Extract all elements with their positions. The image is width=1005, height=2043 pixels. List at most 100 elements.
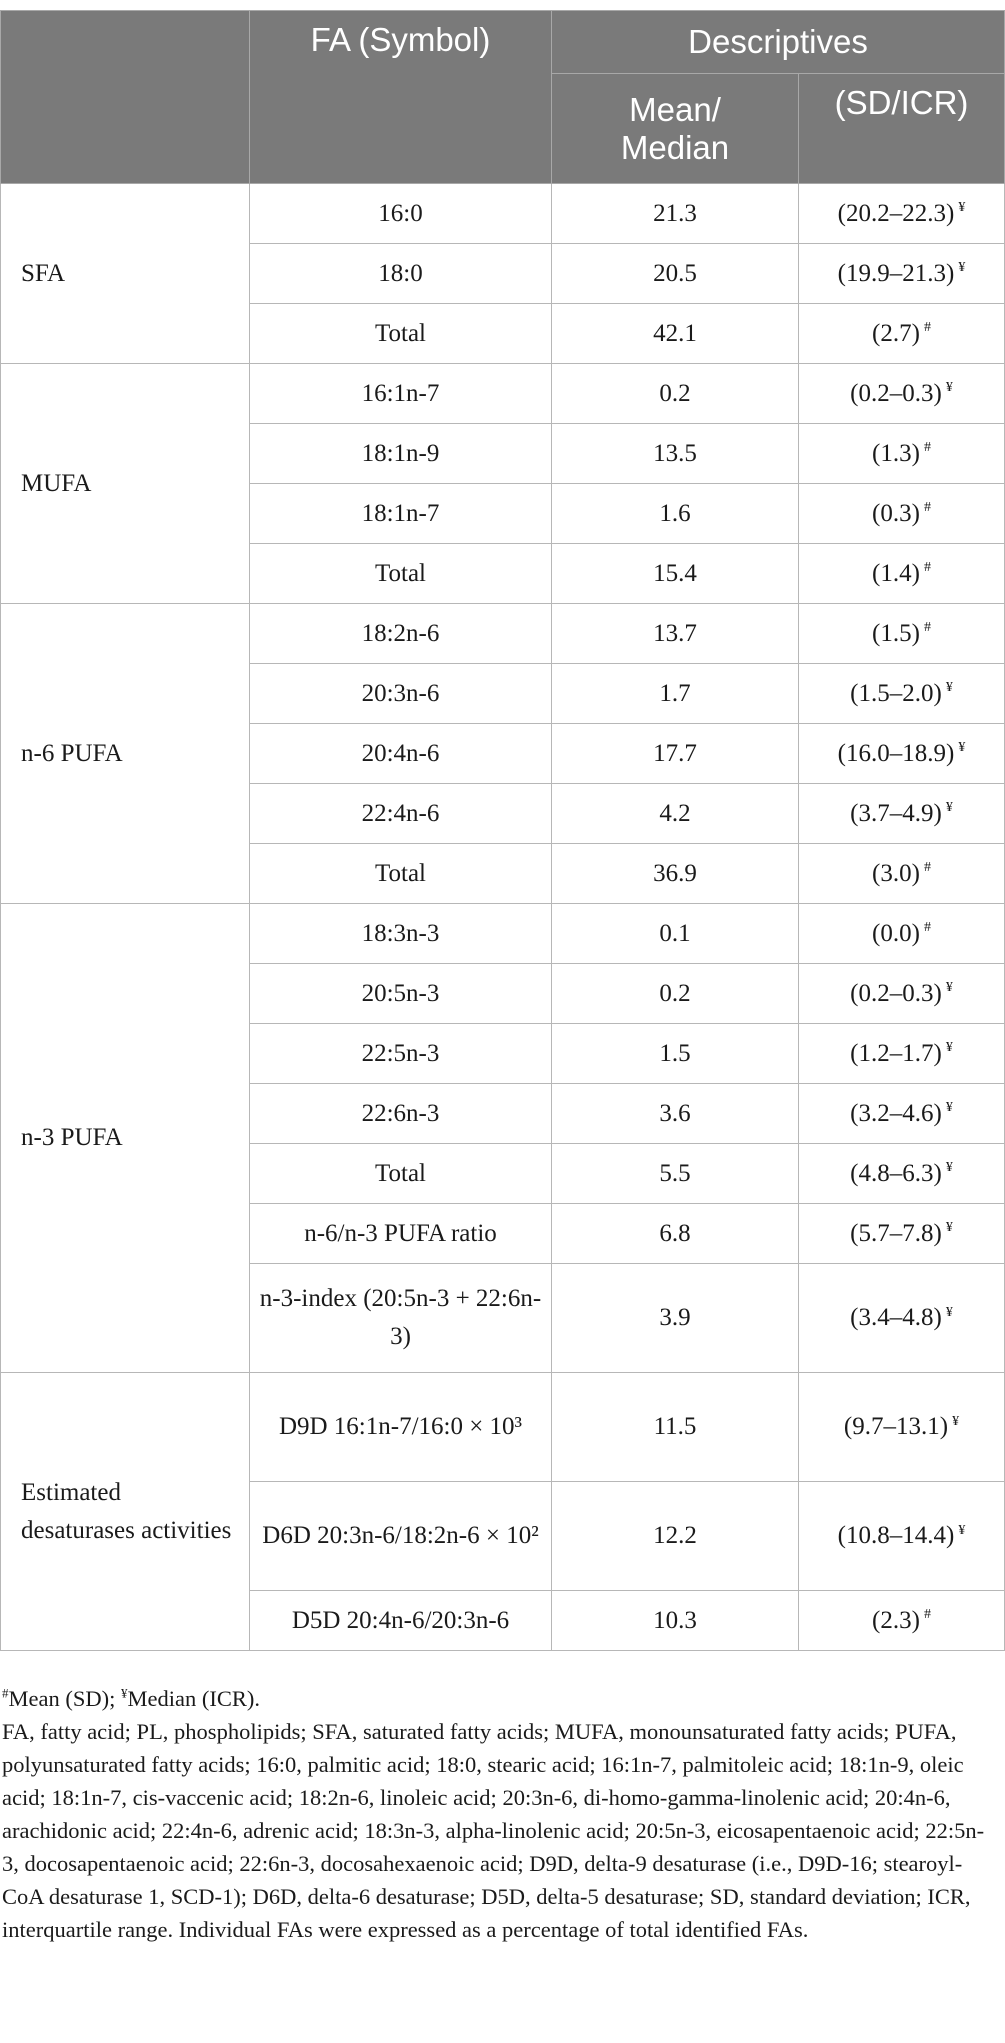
- statistic-mark: ¥: [958, 200, 966, 216]
- median-legend-text: Median (ICR).: [127, 1686, 260, 1711]
- header-descriptives: Descriptives: [551, 10, 1005, 74]
- mean-median-cell: 1.5: [551, 1023, 799, 1084]
- fa-symbol-cell: D9D 16:1n-7/16:0 × 10³: [249, 1372, 552, 1482]
- fa-symbol-cell: 18:0: [249, 243, 552, 304]
- spread-value: (3.0): [872, 859, 920, 887]
- sd-icr-cell: (3.7–4.9) ¥: [798, 783, 1005, 844]
- table-row: Total 36.9 (3.0) #: [1, 843, 1005, 904]
- statistic-mark: ¥: [958, 260, 966, 276]
- mean-median-cell: 0.1: [551, 903, 799, 964]
- mean-median-cell: 0.2: [551, 363, 799, 424]
- sd-icr-cell: (10.8–14.4) ¥: [798, 1481, 1005, 1591]
- mean-median-cell: 13.7: [551, 603, 799, 664]
- fa-symbol-cell: 22:6n-3: [249, 1083, 552, 1144]
- table-row: 18:0 20.5 (19.9–21.3) ¥: [1, 243, 1005, 304]
- table-row: Estimated desaturases activities D9D 16:1…: [0, 1372, 1005, 1651]
- spread-value: (0.0): [872, 919, 920, 947]
- footnote-abbreviations: FA, fatty acid; PL, phospholipids; SFA, …: [2, 1719, 985, 1942]
- spread-value: (0.2–0.3): [850, 979, 942, 1007]
- fa-symbol-cell: Total: [249, 303, 552, 364]
- statistic-mark: #: [923, 920, 931, 936]
- spread-value: (3.4–4.8): [850, 1304, 942, 1331]
- spread-value: (2.3): [872, 1606, 920, 1634]
- fa-symbol-cell: D6D 20:3n-6/18:2n-6 × 10²: [249, 1481, 552, 1591]
- table-row: Total 15.4 (1.4) #: [1, 543, 1005, 604]
- statistic-mark: ¥: [958, 1522, 966, 1538]
- spread-value: (5.7–7.8): [850, 1219, 942, 1247]
- spread-value: (4.8–6.3): [850, 1159, 942, 1187]
- statistic-mark: #: [923, 860, 931, 876]
- statistic-mark: ¥: [952, 1413, 960, 1429]
- table-row: n-3 PUFA 18:3n-3 0.1 (0.0) #: [0, 903, 1005, 1373]
- fa-symbol-cell: n-3-index (20:5n-3 + 22:6n-3): [249, 1263, 552, 1373]
- sd-icr-cell: (9.7–13.1) ¥: [798, 1372, 1005, 1482]
- table-row: MUFA 16:1n-7 0.2 (0.2–0.3) ¥: [0, 363, 1005, 604]
- spread-value: (1.3): [872, 439, 920, 467]
- sd-icr-cell: (0.2–0.3) ¥: [798, 963, 1005, 1024]
- group-label: n-3 PUFA: [0, 903, 250, 1373]
- statistic-mark: ¥: [945, 1040, 953, 1056]
- spread-value: (2.7): [872, 319, 920, 347]
- mean-median-cell: 20.5: [551, 243, 799, 304]
- group-label: SFA: [0, 183, 250, 364]
- sd-icr-cell: (20.2–22.3) ¥: [798, 183, 1005, 244]
- statistic-mark: ¥: [945, 980, 953, 996]
- sd-icr-cell: (1.4) #: [798, 543, 1005, 604]
- fa-symbol-cell: 20:3n-6: [249, 663, 552, 724]
- spread-value: (19.9–21.3): [837, 259, 955, 287]
- statistic-mark: ¥: [945, 800, 953, 816]
- sd-icr-cell: (2.3) #: [798, 1590, 1005, 1651]
- statistic-mark: ¥: [945, 380, 953, 396]
- sd-icr-cell: (3.0) #: [798, 843, 1005, 904]
- mean-median-cell: 36.9: [551, 843, 799, 904]
- header-sd-icr: (SD/ICR): [798, 73, 1005, 184]
- statistic-mark: ¥: [958, 740, 966, 756]
- statistic-mark: ¥: [945, 1100, 953, 1116]
- fa-symbol-cell: n-6/n-3 PUFA ratio: [249, 1203, 552, 1264]
- fa-symbol-cell: 18:3n-3: [249, 903, 552, 964]
- fa-symbol-cell: Total: [249, 843, 552, 904]
- table-row: n-6/n-3 PUFA ratio 6.8 (5.7–7.8) ¥: [1, 1203, 1005, 1264]
- spread-value: (9.7–13.1): [843, 1413, 949, 1440]
- sd-icr-cell: (3.4–4.8) ¥: [798, 1263, 1005, 1373]
- footnote-legend: #Mean (SD); ¥Median (ICR).: [2, 1682, 998, 1715]
- sd-icr-cell: (19.9–21.3) ¥: [798, 243, 1005, 304]
- statistic-mark: #: [923, 620, 931, 636]
- spread-value: (1.4): [872, 559, 920, 587]
- fa-symbol-cell: Total: [249, 543, 552, 604]
- table-row: 20:5n-3 0.2 (0.2–0.3) ¥: [1, 963, 1005, 1024]
- sd-icr-cell: (5.7–7.8) ¥: [798, 1203, 1005, 1264]
- spread-value: (3.2–4.6): [850, 1099, 942, 1127]
- table-row: D5D 20:4n-6/20:3n-6 10.3 (2.3) #: [1, 1590, 1005, 1651]
- mean-median-cell: 1.6: [551, 483, 799, 544]
- header-mean-median-text: Mean/ Median: [620, 90, 730, 166]
- sd-icr-cell: (1.5–2.0) ¥: [798, 663, 1005, 724]
- spread-value: (1.5–2.0): [850, 679, 942, 707]
- table-row: Total 5.5 (4.8–6.3) ¥: [1, 1143, 1005, 1204]
- table-row: n-6 PUFA 18:2n-6 13.7 (1.5) #: [0, 603, 1005, 904]
- fa-symbol-cell: 22:4n-6: [249, 783, 552, 844]
- table-row: n-3-index (20:5n-3 + 22:6n-3) 3.9 (3.4–4.8…: [1, 1263, 1005, 1373]
- fa-symbol-cell: 22:5n-3: [249, 1023, 552, 1084]
- statistic-mark: #: [923, 440, 931, 456]
- spread-value: (1.5): [872, 619, 920, 647]
- sd-icr-cell: (0.2–0.3) ¥: [798, 363, 1005, 424]
- fa-symbol-cell: 16:0: [249, 183, 552, 244]
- spread-value: (10.8–14.4): [837, 1522, 955, 1549]
- table-row: 18:1n-7 1.6 (0.3) #: [1, 483, 1005, 544]
- sd-icr-cell: (16.0–18.9) ¥: [798, 723, 1005, 784]
- mean-median-cell: 21.3: [551, 183, 799, 244]
- spread-value: (16.0–18.9): [837, 739, 955, 767]
- header-group-blank: [0, 10, 250, 184]
- spread-value: (20.2–22.3): [837, 199, 955, 227]
- spread-value: (1.2–1.7): [850, 1039, 942, 1067]
- fa-symbol-cell: 16:1n-7: [249, 363, 552, 424]
- sd-icr-cell: (0.3) #: [798, 483, 1005, 544]
- statistic-mark: ¥: [945, 1160, 953, 1176]
- group-label: MUFA: [0, 363, 250, 604]
- mean-median-cell: 17.7: [551, 723, 799, 784]
- mean-median-cell: 1.7: [551, 663, 799, 724]
- statistic-mark: #: [923, 1607, 931, 1623]
- mean-median-cell: 10.3: [551, 1590, 799, 1651]
- mean-median-cell: 5.5: [551, 1143, 799, 1204]
